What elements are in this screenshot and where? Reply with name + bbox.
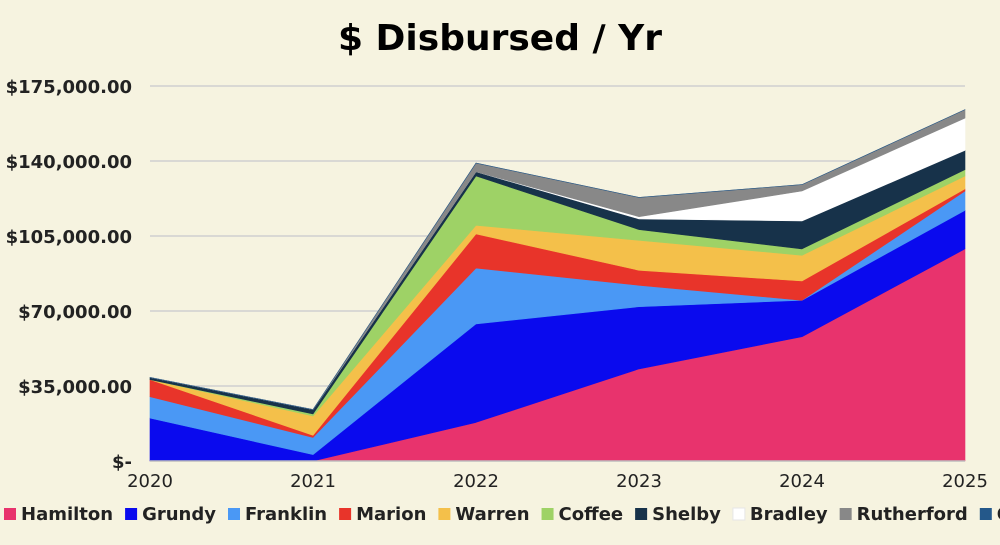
y-axis: $- $35,000.00 $70,000.00 $105,000.00 $140,00… bbox=[6, 77, 132, 473]
x-tick-label: 2025 bbox=[942, 471, 988, 492]
y-tick-label: $35,000.00 bbox=[18, 377, 132, 398]
legend-item: Rutherford bbox=[839, 504, 968, 525]
x-tick-label: 2021 bbox=[290, 471, 336, 492]
y-tick-label: $175,000.00 bbox=[6, 77, 132, 98]
legend-swatch bbox=[839, 508, 852, 520]
y-tick-label: $140,000.00 bbox=[6, 152, 132, 173]
legend-label: Franklin bbox=[245, 504, 327, 525]
y-tick-label: $105,000.00 bbox=[6, 227, 132, 248]
legend-label: Coffee bbox=[559, 504, 624, 525]
legend-item: Coffee bbox=[541, 504, 624, 525]
legend-swatch bbox=[339, 508, 352, 520]
legend-item: Grundy bbox=[125, 504, 216, 525]
area-series bbox=[149, 109, 966, 462]
legend-item: Warren bbox=[438, 504, 530, 525]
legend-label: Marion bbox=[356, 504, 426, 525]
area-other bbox=[149, 109, 966, 410]
x-tick-label: 2022 bbox=[453, 471, 499, 492]
y-tick-label: $- bbox=[112, 452, 132, 473]
chart-title: $ Disbursed / Yr bbox=[338, 18, 662, 59]
y-tick-label: $70,000.00 bbox=[18, 302, 132, 323]
legend-label: Rutherford bbox=[857, 504, 968, 525]
legend-label: Hamilton bbox=[21, 504, 113, 525]
x-tick-label: 2024 bbox=[779, 471, 825, 492]
x-tick-label: 2023 bbox=[616, 471, 662, 492]
legend-item: Hamilton bbox=[4, 504, 113, 525]
legend-label: Bradley bbox=[750, 504, 828, 525]
x-tick-label: 2020 bbox=[127, 471, 173, 492]
legend: Hamilton Grundy Franklin Marion Warren Coffee… bbox=[4, 504, 1000, 525]
legend-label: Other bbox=[997, 504, 1000, 525]
legend-item: Other bbox=[979, 504, 1000, 525]
legend-item: Bradley bbox=[732, 504, 828, 525]
legend-label: Warren bbox=[455, 504, 529, 525]
legend-label: Shelby bbox=[652, 504, 721, 525]
legend-item: Shelby bbox=[635, 504, 721, 525]
legend-swatch bbox=[979, 508, 992, 520]
legend-swatch bbox=[125, 508, 138, 520]
legend-item: Marion bbox=[339, 504, 426, 525]
legend-label: Grundy bbox=[142, 504, 216, 525]
legend-swatch bbox=[732, 507, 746, 521]
legend-swatch bbox=[541, 508, 554, 520]
legend-swatch bbox=[228, 508, 240, 520]
legend-swatch bbox=[635, 508, 648, 520]
legend-item: Franklin bbox=[228, 504, 327, 525]
legend-swatch bbox=[4, 508, 16, 520]
legend-swatch bbox=[438, 508, 451, 520]
x-axis: 2020 2021 2022 2023 2024 2025 bbox=[127, 460, 988, 492]
